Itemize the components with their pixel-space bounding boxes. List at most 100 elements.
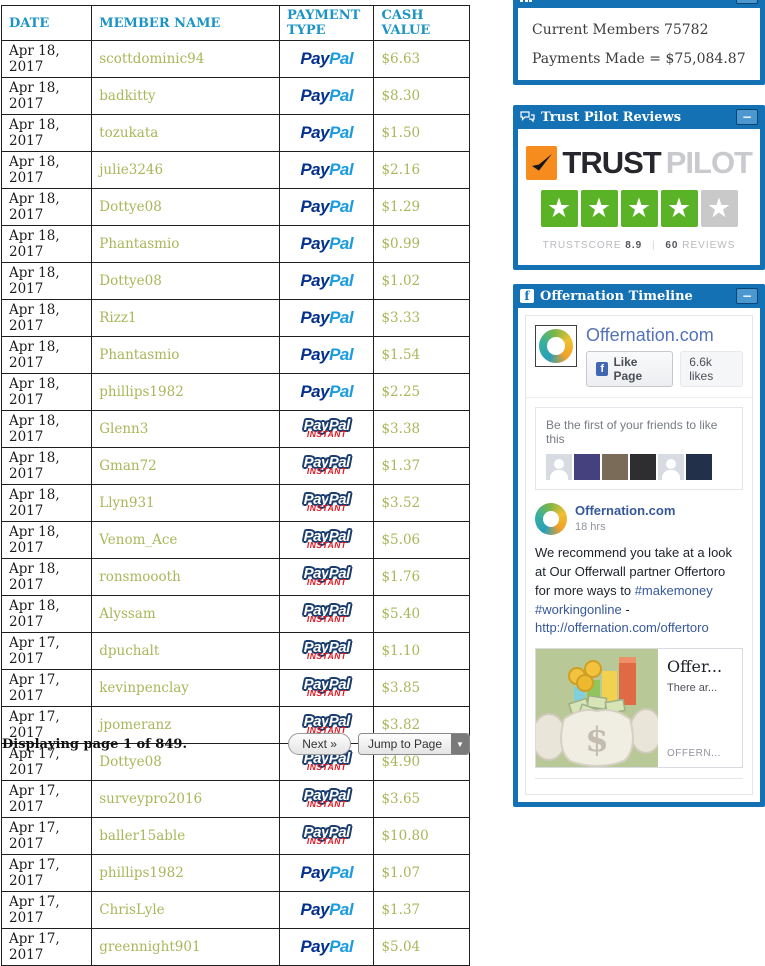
- page-status: Displaying page 1 of 849.: [2, 736, 187, 752]
- member-link[interactable]: Dottye08: [99, 273, 162, 289]
- cash-value: $5.04: [381, 939, 421, 955]
- table-row: Apr 17, 2017 phillips1982 PayPal $1.07: [0, 854, 470, 892]
- member-link[interactable]: tozukata: [99, 125, 159, 141]
- instant-label: INSTANT: [306, 576, 347, 587]
- post-url-link[interactable]: http://offernation.com/offertoro: [535, 620, 709, 636]
- facebook-timeline-widget: f Offernation Timeline − Offernation.com…: [513, 284, 765, 808]
- member-cell: Venom_Ace: [91, 521, 280, 559]
- minimize-button[interactable]: −: [736, 0, 758, 4]
- minimize-button[interactable]: −: [736, 288, 758, 304]
- table-row: Apr 18, 2017 julie3246 PayPal $2.16: [0, 151, 470, 189]
- member-link[interactable]: Phantasmio: [99, 236, 180, 252]
- cash-value: $1.37: [381, 902, 421, 918]
- cash-value-cell: $1.29: [373, 188, 470, 226]
- paypal-instant-logo: PayPal INSTANT: [303, 416, 351, 439]
- instant-label: INSTANT: [306, 428, 347, 439]
- member-link[interactable]: badkitty: [99, 88, 156, 104]
- jump-to-page-label: Jump to Page: [358, 734, 451, 754]
- cash-value: $8.30: [381, 88, 421, 104]
- table-row: Apr 18, 2017 tozukata PayPal $1.50: [0, 114, 470, 152]
- payment-type-cell: PayPal: [278, 891, 375, 929]
- payment-type-cell: PayPal: [278, 40, 375, 78]
- paypal-logo: PayPal: [300, 123, 354, 142]
- paypal-instant-logo: PayPal INSTANT: [303, 823, 351, 846]
- member-link[interactable]: julie3246: [99, 162, 164, 178]
- star-filled-icon: ★: [540, 190, 578, 227]
- member-link[interactable]: phillips1982: [99, 865, 184, 881]
- friends-box: Be the first of your friends to like thi…: [535, 407, 743, 490]
- member-cell: surveypro2016: [91, 780, 280, 818]
- cash-value-cell: $1.10: [373, 632, 470, 670]
- member-link[interactable]: Gman72: [99, 458, 157, 474]
- paypal-logo: PayPal: [300, 382, 354, 401]
- post-author-avatar: [535, 503, 567, 535]
- member-link[interactable]: kevinpenclay: [99, 680, 189, 696]
- member-link[interactable]: scottdominic94: [99, 51, 205, 67]
- next-page-button[interactable]: Next »: [288, 733, 351, 755]
- like-page-button[interactable]: f Like Page: [586, 351, 674, 387]
- date-cell: Apr 17, 2017: [0, 891, 93, 929]
- cash-value: $5.06: [381, 532, 421, 548]
- page-name-link[interactable]: Offernation.com: [586, 325, 714, 345]
- member-link[interactable]: ronsmoooth: [99, 569, 181, 585]
- svg-text:$: $: [585, 720, 609, 760]
- hashtag-link[interactable]: #makemoney: [634, 582, 713, 598]
- member-link[interactable]: Alyssam: [99, 606, 156, 622]
- cash-value-cell: $1.50: [373, 114, 470, 152]
- member-link[interactable]: Rizz1: [99, 310, 137, 326]
- paypal-instant-logo: PayPal INSTANT: [303, 601, 351, 624]
- table-row: Apr 18, 2017 scottdominic94 PayPal $6.63: [0, 40, 470, 78]
- member-link[interactable]: Llyn931: [99, 495, 155, 511]
- member-link[interactable]: greennight901: [99, 939, 201, 955]
- member-link[interactable]: phillips1982: [99, 384, 184, 400]
- post-timestamp: 18 hrs: [575, 521, 606, 533]
- instant-label: INSTANT: [306, 835, 347, 846]
- jump-to-page-dropdown[interactable]: Jump to Page ▼: [357, 733, 470, 755]
- column-header: PAYMENT TYPE: [278, 5, 375, 41]
- cash-value: $1.76: [381, 569, 421, 585]
- cash-value: $6.63: [381, 51, 421, 67]
- table-row: Apr 17, 2017 kevinpenclay PayPal INSTANT $3.…: [0, 669, 470, 707]
- hashtag-link[interactable]: #workingonline: [535, 601, 622, 617]
- member-link[interactable]: Dottye08: [99, 754, 162, 770]
- member-cell: Dottye08: [91, 262, 280, 300]
- trustpilot-wordmark-pilot: PILOT: [665, 145, 753, 180]
- facebook-post: Offernation.com 18 hrs We recommend you …: [535, 499, 743, 785]
- trustpilot-stars: ★ ★ ★ ★ ★: [526, 190, 752, 227]
- cash-value-cell: $3.85: [373, 669, 470, 707]
- member-link[interactable]: dpuchalt: [99, 643, 160, 659]
- payment-type-cell: PayPal: [278, 114, 375, 152]
- member-link[interactable]: Phantasmio: [99, 347, 180, 363]
- current-members-stat: Current Members 75782: [532, 22, 709, 38]
- link-preview-card[interactable]: $ Offer... There ar... OFFERN...: [535, 648, 743, 769]
- member-link[interactable]: ChrisLyle: [99, 902, 165, 918]
- post-author-link[interactable]: Offernation.com: [575, 503, 676, 518]
- member-cell: Phantasmio: [91, 225, 280, 263]
- facebook-icon: f: [596, 362, 609, 376]
- table-row: Apr 18, 2017 Rizz1 PayPal $3.33: [0, 299, 470, 337]
- cash-value-cell: $6.63: [373, 40, 470, 78]
- paypal-logo: PayPal: [300, 308, 354, 327]
- minimize-button[interactable]: −: [736, 109, 758, 125]
- date-cell: Apr 17, 2017: [0, 669, 93, 707]
- member-link[interactable]: Dottye08: [99, 199, 162, 215]
- payment-type-cell: PayPal INSTANT: [278, 521, 375, 559]
- stats-widget-header: Offernation.com Stats −: [518, 0, 760, 8]
- column-header: MEMBER NAME: [91, 5, 280, 41]
- member-link[interactable]: surveypro2016: [99, 791, 203, 807]
- member-link[interactable]: baller15able: [99, 828, 186, 844]
- avatar: [686, 454, 712, 480]
- table-row: Apr 18, 2017 Alyssam PayPal INSTANT $5.40: [0, 595, 470, 633]
- member-link[interactable]: Glenn3: [99, 421, 149, 437]
- cash-value: $3.82: [381, 717, 421, 733]
- member-cell: ChrisLyle: [91, 891, 280, 929]
- payment-type-cell: PayPal INSTANT: [278, 780, 375, 818]
- column-header: DATE: [0, 5, 93, 41]
- card-title[interactable]: Offer...: [667, 657, 723, 677]
- member-link[interactable]: Venom_Ace: [99, 532, 178, 548]
- instant-label: INSTANT: [306, 761, 347, 772]
- cash-value-cell: $5.06: [373, 521, 470, 559]
- trustpilot-widget-title: Trust Pilot Reviews: [541, 109, 682, 125]
- table-row: Apr 18, 2017 Dottye08 PayPal $1.02: [0, 262, 470, 300]
- member-link[interactable]: jpomeranz: [99, 717, 172, 733]
